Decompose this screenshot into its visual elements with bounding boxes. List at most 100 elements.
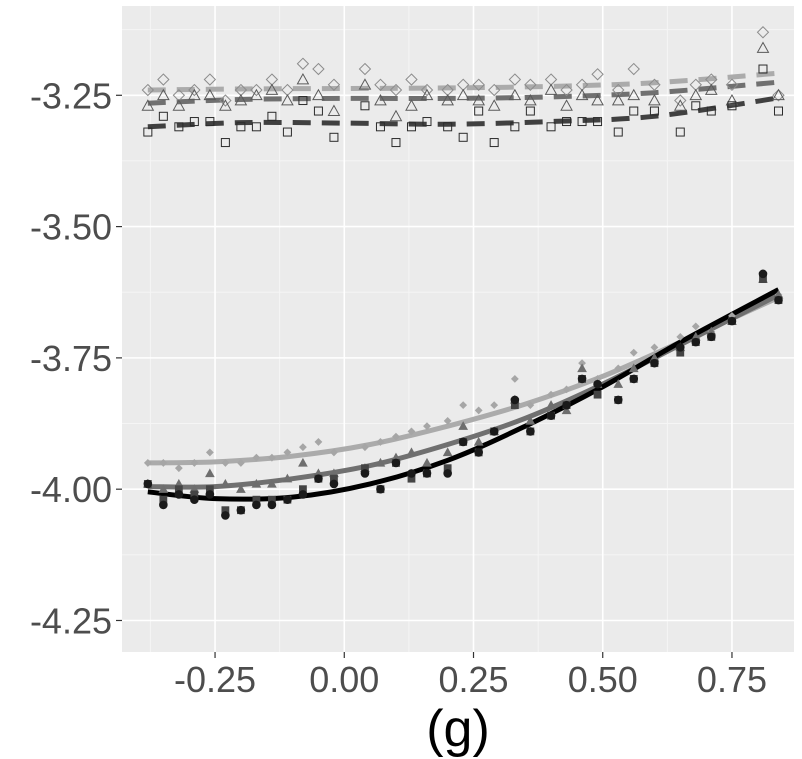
open-diamond-point (327, 78, 341, 91)
open-triangle-point (250, 88, 263, 101)
open-diamond-point (648, 78, 661, 91)
filled-circle-point (562, 400, 571, 410)
trend-dashed-light (147, 70, 779, 93)
filled-diamond-point (691, 322, 700, 331)
filled-circle-point (143, 479, 153, 489)
open-triangle-point (648, 94, 661, 106)
open-square-point (406, 122, 416, 132)
filled-circle-point (526, 427, 535, 436)
filled-diamond-point (614, 364, 623, 373)
open-triangle-point (725, 94, 739, 106)
filled-circle-point (221, 511, 230, 520)
open-square-point (360, 101, 370, 111)
open-square-point (474, 106, 484, 116)
open-square-point (706, 106, 716, 116)
filled-diamond-point (676, 332, 685, 341)
filled-triangle-point (267, 478, 277, 488)
open-diamond-point (312, 62, 325, 76)
open-square-point (613, 127, 623, 137)
open-square-point (329, 132, 339, 142)
open-diamond-point (756, 26, 770, 39)
open-triangle-point (487, 99, 501, 111)
filled-diamond-point (474, 406, 483, 415)
open-triangle-point (172, 99, 186, 111)
filled-circle-point (774, 295, 783, 305)
open-diamond-point (250, 83, 263, 97)
open-square-point (158, 111, 168, 121)
filled-diamond-point (159, 459, 168, 467)
filled-circle-point (546, 411, 556, 420)
filled-circle-point (267, 500, 277, 510)
filled-circle-point (159, 500, 168, 510)
open-square-point (189, 117, 199, 127)
filled-diamond-point (443, 417, 452, 425)
open-square-point (267, 111, 277, 121)
filled-diamond-point (407, 427, 416, 436)
open-square-point (174, 122, 184, 132)
open-diamond-point (405, 73, 418, 86)
filled-circle-point (190, 495, 199, 504)
filled-circle-point (629, 374, 639, 384)
filled-circle-point (650, 358, 659, 368)
filled-circle-point (593, 379, 602, 389)
open-square-point (489, 138, 499, 148)
filled-circle-point (360, 469, 370, 478)
open-triangle-point (281, 94, 294, 106)
open-square-point (675, 127, 685, 137)
open-square-point (282, 127, 292, 137)
filled-diamond-point (330, 448, 338, 457)
filled-triangle-point (282, 473, 293, 483)
filled-diamond-point (490, 401, 499, 410)
open-diamond-point (374, 78, 387, 91)
open-diamond-point (188, 83, 201, 97)
y-tick-label: -3.75 (30, 338, 112, 379)
filled-triangle-point (205, 468, 215, 478)
trend-lines (147, 70, 780, 502)
filled-circle-point (298, 490, 308, 499)
open-square-point (205, 117, 215, 127)
filled-circle-point (489, 427, 499, 436)
open-diamond-point (389, 83, 403, 97)
x-axis-title: (g) (426, 700, 490, 758)
open-triangle-point (405, 99, 418, 111)
open-triangle-point (560, 99, 573, 111)
filled-diamond-point (143, 459, 152, 467)
filled-circle-point (613, 395, 623, 405)
filled-circle-point (691, 337, 701, 347)
trend-solid-black (147, 287, 780, 502)
open-triangle-point (689, 88, 703, 101)
filled-circle-point (252, 500, 261, 510)
filled-circle-point (443, 469, 452, 478)
open-triangle-point (296, 72, 310, 85)
open-diamond-point (772, 89, 785, 102)
filled-triangle-point (375, 457, 386, 467)
open-triangle-point (358, 78, 372, 90)
filled-circle-point (422, 469, 432, 478)
open-diamond-point (420, 83, 434, 97)
filled-diamond-point (252, 453, 261, 462)
open-square-point (773, 106, 783, 116)
filled-diamond-point (526, 401, 535, 410)
x-tick-label: 0.50 (568, 659, 638, 700)
filled-triangle-point (613, 379, 624, 388)
open-triangle-point (420, 88, 434, 101)
open-diamond-point (358, 62, 372, 76)
filled-circle-point (174, 490, 184, 499)
open-square-point (391, 138, 401, 148)
filled-triangle-point (158, 484, 169, 493)
filled-diamond-point (392, 432, 400, 441)
filled-triangle-point (458, 421, 469, 430)
major-gridlines (122, 6, 794, 652)
open-diamond-point (591, 68, 604, 81)
minor-gridlines (122, 6, 794, 652)
filled-circle-point (727, 316, 737, 326)
x-tick-label: 0.75 (697, 659, 767, 700)
y-tick-label: -4.25 (30, 600, 112, 641)
filled-triangle-point (546, 400, 556, 409)
open-square-point (649, 106, 659, 116)
open-diamond-point (674, 94, 687, 107)
filled-diamond-point (562, 385, 571, 394)
open-triangle-point (756, 41, 770, 53)
open-triangle-point (456, 88, 470, 101)
